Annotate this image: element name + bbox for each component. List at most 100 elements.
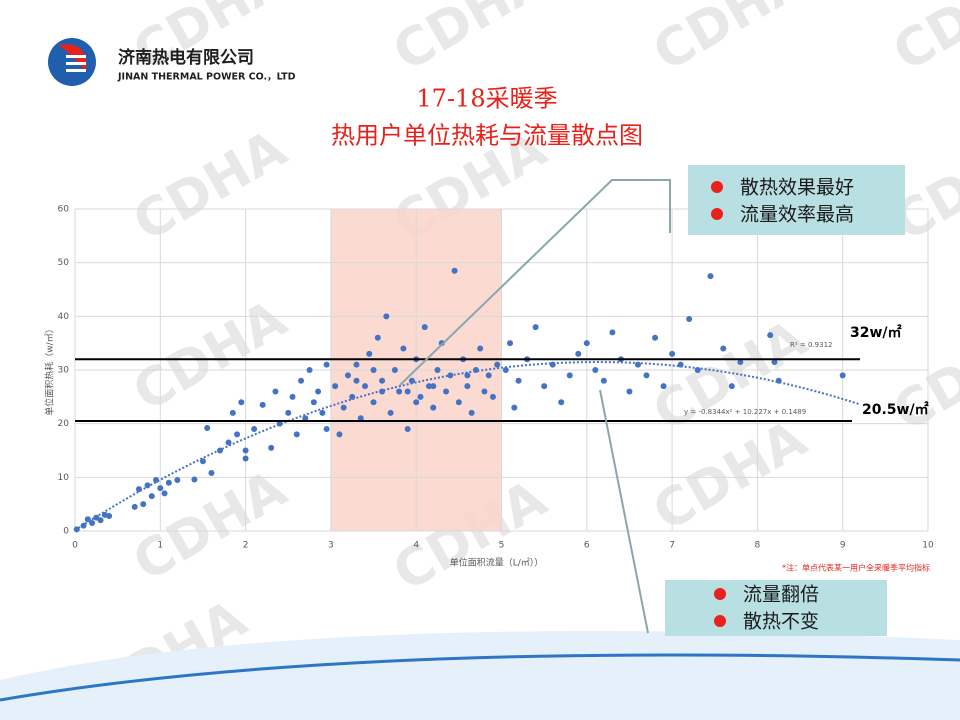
y-axis-label: 单位面积热耗（w/㎡） <box>44 324 56 415</box>
point <box>634 361 641 368</box>
point <box>600 377 607 384</box>
company-en: JINAN THERMAL POWER CO.，LTD <box>117 72 296 83</box>
callout-text: 流量翻倍 <box>743 584 819 606</box>
point <box>106 512 113 519</box>
bullet <box>714 615 726 627</box>
point <box>541 383 548 390</box>
point <box>592 367 599 373</box>
point <box>242 447 249 454</box>
callout-top <box>688 165 905 235</box>
watermark: CDHA <box>384 0 557 83</box>
point <box>669 350 676 357</box>
x-tick-label: 3 <box>328 541 334 551</box>
point <box>694 367 701 373</box>
point <box>771 358 778 365</box>
x-tick-label: 7 <box>669 541 675 551</box>
point <box>362 383 369 390</box>
point <box>161 490 168 497</box>
point <box>434 367 441 373</box>
point <box>234 431 241 438</box>
watermark: CDHA <box>644 0 817 83</box>
x-tick-label: 8 <box>755 541 761 551</box>
point <box>259 401 266 408</box>
point <box>609 329 616 336</box>
bullet <box>711 181 723 193</box>
point <box>285 409 292 416</box>
bottom-wave-line <box>0 653 960 702</box>
point <box>272 388 279 395</box>
point <box>626 388 633 395</box>
point <box>370 367 377 373</box>
x-tick-label: 5 <box>499 541 505 551</box>
point <box>289 393 296 400</box>
point <box>396 388 403 395</box>
point <box>353 377 360 384</box>
point <box>767 332 774 339</box>
point <box>131 503 138 510</box>
callout-text: 流量效率最高 <box>740 204 854 226</box>
reference-label: 20.5w/㎡ <box>862 401 929 418</box>
point <box>485 372 492 379</box>
logo <box>48 38 96 86</box>
x-tick-label: 0 <box>72 541 78 551</box>
point <box>391 367 398 373</box>
point <box>140 501 147 508</box>
point <box>583 340 590 347</box>
watermark: CDHA <box>884 0 960 83</box>
point <box>97 517 104 524</box>
point <box>383 313 390 320</box>
point <box>310 399 317 406</box>
point <box>558 399 565 406</box>
point <box>319 409 326 416</box>
point <box>515 377 522 384</box>
point <box>379 377 386 384</box>
bullet <box>711 208 723 220</box>
point <box>357 415 364 422</box>
point <box>191 476 198 483</box>
x-tick-label: 1 <box>157 541 163 551</box>
point <box>481 388 488 395</box>
connector-bottom <box>599 389 649 634</box>
point <box>839 372 846 379</box>
point <box>728 383 735 390</box>
point <box>652 334 659 341</box>
point <box>229 409 236 416</box>
point <box>707 273 714 280</box>
point <box>413 399 420 406</box>
point <box>660 383 667 390</box>
company-cn: 济南热电有限公司 <box>118 47 254 68</box>
point <box>464 372 471 379</box>
point <box>430 404 437 411</box>
x-tick-label: 9 <box>840 541 846 551</box>
point <box>451 267 458 274</box>
point <box>225 439 232 446</box>
r-squared: R² = 0.9312 <box>790 341 832 349</box>
y-tick-label: 60 <box>58 205 70 215</box>
y-tick-label: 50 <box>58 258 70 268</box>
point <box>302 415 309 422</box>
point <box>643 372 650 379</box>
point <box>507 340 514 347</box>
x-tick-label: 6 <box>584 541 590 551</box>
point <box>720 345 727 352</box>
connector-top <box>399 179 671 386</box>
point <box>315 388 322 395</box>
point <box>242 455 249 462</box>
point <box>532 324 539 331</box>
chart-title: 17-18采暖季 <box>416 85 557 113</box>
point <box>370 399 377 406</box>
watermark: CDHA <box>124 289 297 424</box>
point <box>340 404 347 411</box>
point <box>153 477 160 484</box>
point <box>686 316 693 323</box>
point <box>464 383 471 390</box>
point <box>408 377 415 384</box>
point <box>425 383 432 390</box>
point <box>251 426 258 433</box>
point <box>204 424 211 431</box>
point <box>477 345 484 352</box>
point <box>208 470 215 477</box>
note: *注：单点代表某一用户全采暖季平均指标 <box>782 563 930 573</box>
callout-text: 散热效果最好 <box>740 177 854 199</box>
